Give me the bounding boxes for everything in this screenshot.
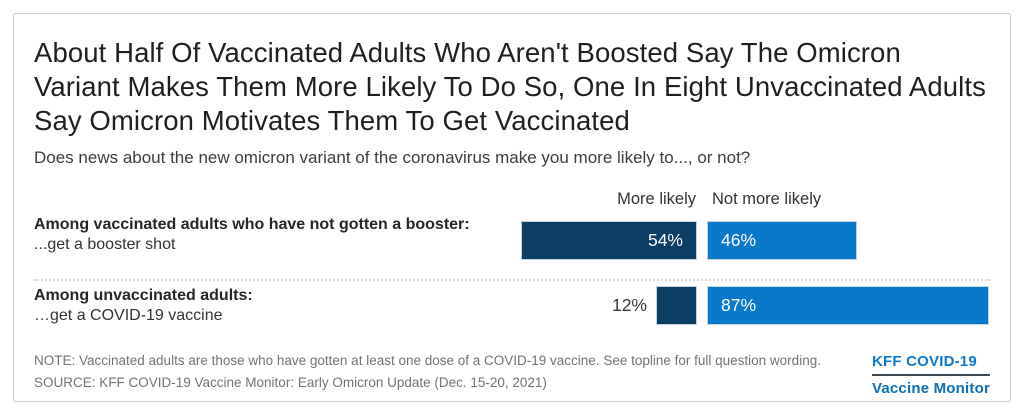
row-item-label: ...get a booster shot: [34, 236, 176, 253]
legend-label-more-likely: More likely: [617, 190, 696, 208]
bar-not-more-likely: [708, 287, 988, 324]
row-group-label: Among vaccinated adults who have not got…: [34, 216, 470, 233]
chart-row-vaccinated-not-boosted: Among vaccinated adults who have not got…: [34, 215, 990, 277]
chart-subtitle: Does news about the new omicron variant …: [34, 148, 751, 167]
bar-not-more-likely: [708, 222, 856, 259]
bar-area: 54% 46%: [34, 222, 990, 259]
logo-divider: [871, 374, 990, 376]
value-more-likely: 12%: [611, 295, 647, 315]
value-not-more-likely: 87%: [721, 295, 757, 315]
footer-source: SOURCE: KFF COVID-19 Vaccine Monitor: Ea…: [34, 375, 547, 390]
logo-line-1: KFF COVID-19: [871, 353, 977, 370]
chart-title: About Half Of Vaccinated Adults Who Aren…: [34, 37, 986, 136]
value-more-likely: 54%: [647, 230, 683, 250]
footer-note: NOTE: Vaccinated adults are those who ha…: [34, 353, 821, 368]
logo-line-2: Vaccine Monitor: [871, 380, 990, 397]
bar-more-likely: [522, 222, 696, 259]
bar-area: 12% 87%: [34, 287, 990, 324]
bar-more-likely: [657, 287, 696, 324]
row-label: Among vaccinated adults who have not got…: [34, 215, 514, 255]
chart-row-unvaccinated: Among unvaccinated adults: …get a COVID-…: [34, 286, 990, 330]
row-divider: [34, 279, 990, 281]
kff-vaccine-monitor-logo: KFF COVID-19 Vaccine Monitor: [871, 352, 990, 397]
legend-label-not-more-likely: Not more likely: [712, 190, 822, 208]
footer-notes: NOTE: Vaccinated adults are those who ha…: [34, 352, 872, 391]
value-not-more-likely: 46%: [721, 230, 757, 250]
footer: NOTE: Vaccinated adults are those who ha…: [34, 352, 990, 397]
row-group-label: Among unvaccinated adults:: [34, 287, 253, 304]
chart-frame: About Half Of Vaccinated Adults Who Aren…: [13, 13, 1011, 402]
row-label: Among unvaccinated adults: …get a COVID-…: [34, 286, 514, 326]
legend: More likely Not more likely: [34, 190, 990, 212]
row-item-label: …get a COVID-19 vaccine: [34, 307, 223, 324]
